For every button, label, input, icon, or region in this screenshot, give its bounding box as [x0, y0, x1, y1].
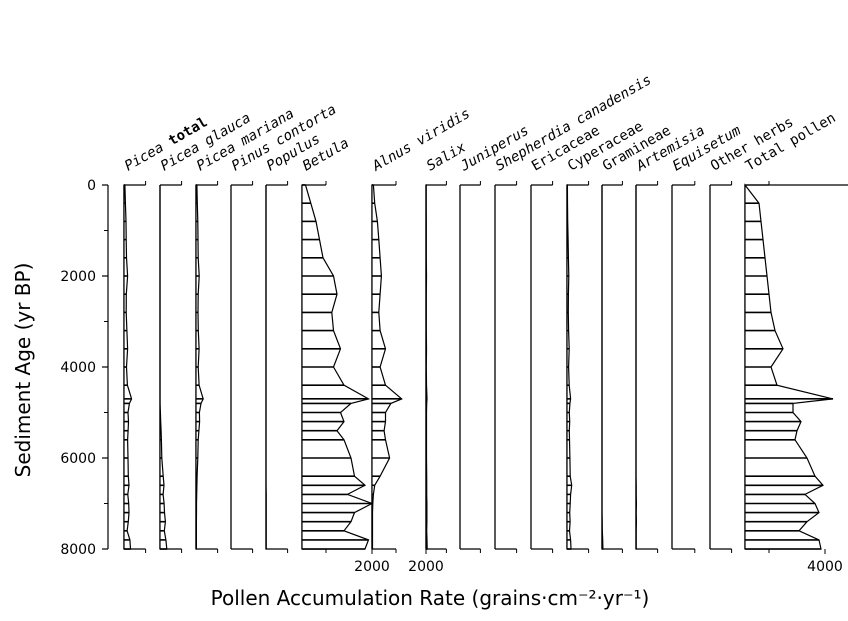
- y-tick-label: 0: [87, 178, 96, 194]
- y-tick-label: 4000: [60, 360, 96, 376]
- series-curve: [601, 185, 604, 550]
- panel-betula: Betula: [300, 135, 374, 553]
- scale-label: 4000: [807, 559, 843, 575]
- y-tick-label: 2000: [60, 269, 96, 285]
- x-axis-label: Pollen Accumulation Rate (grains·cm⁻²·yr…: [211, 586, 650, 610]
- y-tick-label: 8000: [60, 542, 96, 558]
- panel-alnus-viridis: Alnus viridis: [369, 106, 473, 553]
- panel-cyperaceae: Cyperaceae: [565, 118, 646, 553]
- panel-picea-glauca: Picea glauca: [158, 110, 254, 553]
- panel-gramineae: Gramineae: [600, 123, 674, 553]
- panel-picea-mariana: Picea mariana: [194, 106, 297, 553]
- panel-ericaceae: Ericaceae: [529, 123, 603, 553]
- y-axis: 0 2000 4000 6000 8000: [60, 178, 109, 558]
- panel-equisetum: Equisetum: [670, 122, 744, 553]
- panel-total-pollen: Total pollen: [743, 110, 848, 553]
- scale-label: 2000: [354, 559, 390, 575]
- y-tick-label: 6000: [60, 451, 96, 467]
- panel-artemisia: Artemisia: [633, 123, 708, 553]
- y-axis-label: Sediment Age (yr BP): [11, 263, 35, 478]
- scale-label: 2000: [408, 559, 444, 575]
- panel-salix: Salix: [424, 139, 469, 553]
